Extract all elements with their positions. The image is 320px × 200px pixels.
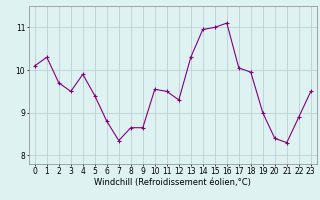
X-axis label: Windchill (Refroidissement éolien,°C): Windchill (Refroidissement éolien,°C) (94, 178, 251, 187)
